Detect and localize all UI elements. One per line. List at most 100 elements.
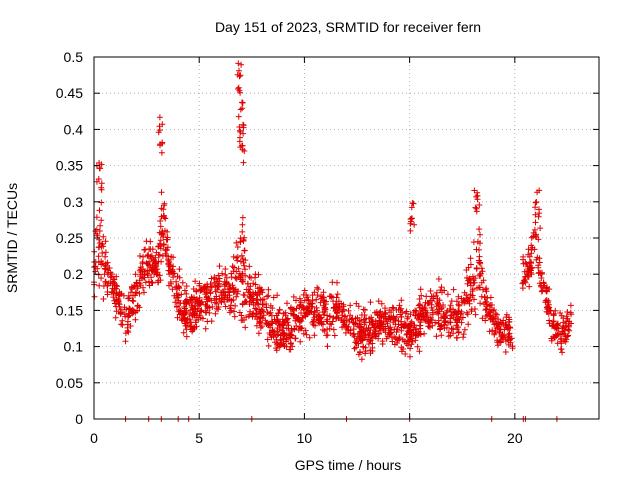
data-point xyxy=(358,356,365,363)
data-point xyxy=(469,286,476,293)
data-point xyxy=(248,297,255,304)
data-point xyxy=(456,302,463,309)
data-point xyxy=(460,314,466,321)
data-point xyxy=(493,311,500,318)
data-point xyxy=(551,334,558,340)
data-point xyxy=(140,266,146,272)
data-point xyxy=(384,320,391,327)
data-point xyxy=(183,283,190,290)
data-point xyxy=(326,313,333,320)
data-point xyxy=(253,296,260,303)
data-point xyxy=(238,312,245,319)
data-point xyxy=(326,325,333,332)
data-point xyxy=(542,299,549,306)
data-point xyxy=(241,247,248,254)
data-point xyxy=(277,337,284,344)
data-point xyxy=(211,279,218,286)
data-point xyxy=(269,305,276,312)
data-point xyxy=(508,335,515,342)
data-point xyxy=(535,213,542,220)
data-point xyxy=(408,204,415,211)
y-tick-label: 0.45 xyxy=(56,85,83,101)
data-point xyxy=(237,134,243,141)
data-point xyxy=(362,350,369,357)
data-point xyxy=(342,313,349,320)
data-point xyxy=(137,253,143,259)
data-point xyxy=(446,306,453,312)
data-point xyxy=(303,331,310,338)
data-point xyxy=(296,295,303,302)
data-point xyxy=(494,337,501,344)
data-point xyxy=(241,262,248,269)
data-point xyxy=(526,283,533,290)
data-point xyxy=(559,328,566,335)
data-point xyxy=(411,221,418,228)
data-point xyxy=(95,244,102,251)
data-point xyxy=(328,321,335,328)
data-point xyxy=(310,318,317,325)
data-point xyxy=(235,60,242,67)
data-point xyxy=(497,326,504,333)
data-point xyxy=(230,297,237,303)
data-point xyxy=(208,275,215,282)
y-tick-label: 0.1 xyxy=(64,339,84,355)
data-point xyxy=(119,317,126,324)
data-point xyxy=(362,306,368,313)
data-point xyxy=(239,214,246,221)
data-point xyxy=(260,312,267,319)
x-axis-label: GPS time / hours xyxy=(295,457,402,473)
data-point xyxy=(102,238,109,245)
data-point xyxy=(527,265,534,272)
data-point xyxy=(259,306,266,313)
data-point xyxy=(237,72,244,79)
data-point xyxy=(396,302,403,309)
data-point xyxy=(168,280,175,287)
data-point xyxy=(238,61,245,68)
data-point xyxy=(243,314,250,321)
data-point xyxy=(254,292,261,299)
data-point xyxy=(273,328,280,335)
data-point xyxy=(170,274,177,281)
data-point xyxy=(113,282,120,289)
data-point xyxy=(525,246,532,253)
data-point xyxy=(203,303,210,309)
data-point xyxy=(301,287,308,294)
data-point xyxy=(276,307,283,313)
data-point xyxy=(471,296,477,303)
data-point xyxy=(151,256,157,263)
data-point xyxy=(565,326,572,333)
data-point xyxy=(273,319,280,326)
data-point xyxy=(122,313,129,320)
data-point xyxy=(125,292,132,299)
data-point xyxy=(532,219,539,226)
data-point xyxy=(340,301,347,308)
data-point xyxy=(257,319,264,326)
data-point xyxy=(436,308,443,315)
data-point xyxy=(92,263,99,270)
data-point xyxy=(130,298,137,305)
data-point xyxy=(239,99,245,106)
data-point xyxy=(453,334,460,341)
data-point xyxy=(415,302,422,309)
data-point xyxy=(235,84,242,91)
data-point xyxy=(407,345,414,352)
data-point xyxy=(169,266,176,273)
data-point xyxy=(279,327,286,334)
data-point xyxy=(158,149,165,156)
data-point xyxy=(365,332,372,339)
data-point xyxy=(256,318,263,325)
data-point xyxy=(239,105,246,112)
data-point xyxy=(410,326,416,333)
data-point xyxy=(547,307,553,314)
data-point xyxy=(293,314,300,320)
data-point xyxy=(425,319,432,326)
chart-title: Day 151 of 2023, SRMTID for receiver fer… xyxy=(215,19,481,35)
data-point xyxy=(519,280,526,287)
data-point xyxy=(195,314,202,321)
y-tick-label: 0.3 xyxy=(64,194,84,210)
data-point xyxy=(182,298,189,305)
data-point xyxy=(116,301,123,308)
data-point xyxy=(455,329,462,336)
data-point xyxy=(162,227,168,234)
data-point xyxy=(308,308,315,315)
